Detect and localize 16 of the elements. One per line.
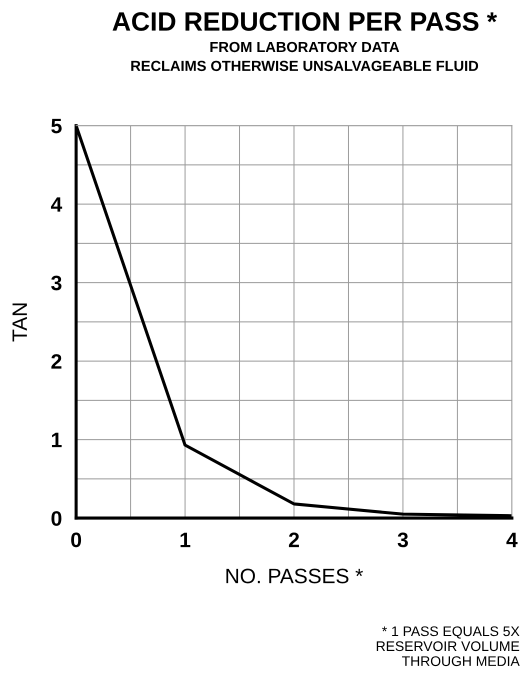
chart-title: ACID REDUCTION PER PASS * xyxy=(112,12,498,31)
y-tick-label: 5 xyxy=(51,118,62,134)
x-tick-label: 1 xyxy=(180,532,190,548)
x-axis-title: NO. PASSES * xyxy=(226,568,363,584)
y-tick-label: 4 xyxy=(50,197,62,212)
x-tick-label: 2 xyxy=(288,532,299,548)
text: * 1 PASS EQUALS 5X RESERVOIR VOLUME THROUGH MEDIA xyxy=(376,626,520,666)
x-tick-label: 4 xyxy=(506,532,518,548)
y-tick-label: 1 xyxy=(52,432,62,448)
y-tick-label: 2 xyxy=(51,354,62,369)
y-tick-label: 3 xyxy=(51,276,62,290)
x-tick-label: 0 xyxy=(71,532,82,548)
y-tick-label: 0 xyxy=(51,511,62,526)
x-tick-label: 3 xyxy=(398,532,408,548)
chart-subtitle: FROM LABORATORY DATA RECLAIMS OTHERWISE UNSALVAGEABLE FLUID xyxy=(131,42,478,72)
y-axis-title: TAN xyxy=(12,303,27,342)
